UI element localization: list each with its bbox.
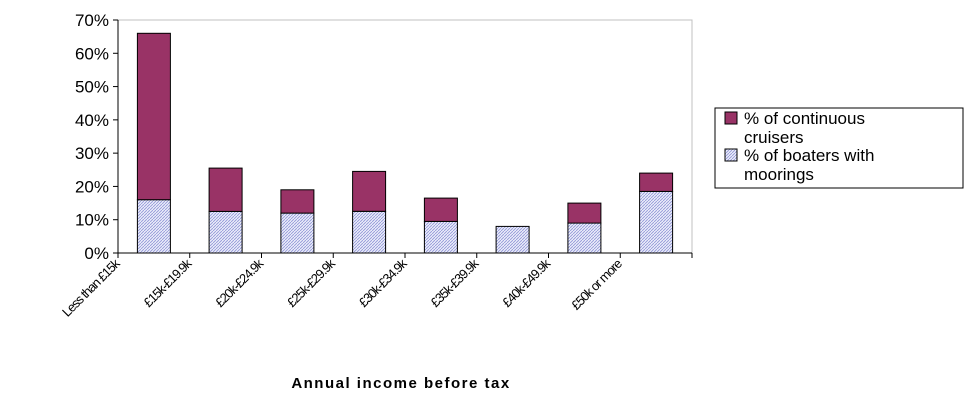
legend-label: moorings — [744, 165, 814, 184]
y-tick-label: 50% — [75, 78, 109, 97]
bar-cruisers-6 — [567, 202, 602, 224]
bar-cruisers-2 — [280, 189, 315, 214]
bar-moorings-7 — [639, 190, 674, 254]
bar-moorings-5 — [495, 225, 530, 254]
y-tick-label: 10% — [75, 211, 109, 230]
bar-moorings-3 — [352, 210, 387, 254]
x-tick-label: £50k or more — [568, 256, 625, 313]
x-tick-label: Less than £15k — [59, 255, 123, 319]
x-tick-label: £15k-£19.9k — [140, 255, 194, 309]
bar-moorings-2 — [280, 212, 315, 254]
x-tick-label: £30k-£34.9k — [356, 255, 410, 309]
plot-frame — [117, 19, 693, 254]
legend-swatch-cruisers — [724, 111, 738, 125]
bar-cruisers-1 — [208, 167, 243, 212]
y-tick-label: 40% — [75, 111, 109, 130]
x-tick-label: £20k-£24.9k — [212, 255, 266, 309]
legend-label: % of continuous — [744, 109, 865, 128]
plot-area — [117, 19, 693, 254]
y-tick-label: 0% — [84, 244, 109, 263]
bar-cruisers-3 — [352, 170, 387, 212]
legend-swatch-moorings — [724, 148, 738, 162]
bar-cruisers-0 — [136, 32, 171, 201]
y-tick-label: 20% — [75, 177, 109, 196]
legend-box — [714, 107, 964, 189]
legend-label: % of boaters with — [744, 146, 874, 165]
y-axis: 0% 10% 20% 30% 40% 50% 60% 70% — [75, 11, 119, 263]
y-tick-label: 70% — [75, 11, 109, 30]
y-tick-label: 30% — [75, 144, 109, 163]
bar-moorings-6 — [567, 222, 602, 254]
bar-moorings-1 — [208, 210, 243, 254]
y-tick-label: 60% — [75, 44, 109, 63]
bar-cruisers-7 — [639, 172, 674, 192]
bar-cruisers-4 — [423, 197, 458, 222]
legend-label: cruisers — [744, 128, 804, 147]
x-tick-label: £35k-£39.9k — [427, 255, 481, 309]
bar-moorings-0 — [136, 199, 171, 254]
x-axis: Less than £15k £15k-£19.9k £20k-£24.9k £25k… — [59, 252, 693, 320]
x-tick-label: £25k-£29.9k — [284, 255, 338, 309]
x-axis-title: Annual income before tax — [291, 375, 510, 392]
x-tick-label: £40k-£49.9k — [499, 255, 553, 309]
bar-moorings-4 — [423, 220, 458, 254]
